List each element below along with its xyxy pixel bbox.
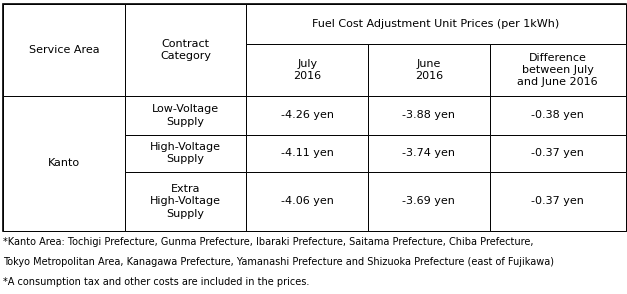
Text: Contract
Category: Contract Category — [160, 39, 211, 61]
Text: -0.38 yen: -0.38 yen — [531, 110, 584, 120]
Bar — [246, 44, 368, 96]
Bar — [246, 172, 368, 231]
Bar — [125, 135, 246, 172]
Text: -0.37 yen: -0.37 yen — [531, 148, 584, 158]
Bar — [125, 172, 246, 231]
Bar — [368, 135, 490, 172]
Bar — [490, 96, 626, 135]
Text: Low-Voltage
Supply: Low-Voltage Supply — [152, 104, 219, 126]
Bar — [490, 135, 626, 172]
Bar — [368, 44, 490, 96]
Text: -4.11 yen: -4.11 yen — [281, 148, 334, 158]
Text: Fuel Cost Adjustment Unit Prices (per 1kWh): Fuel Cost Adjustment Unit Prices (per 1k… — [312, 19, 560, 29]
Bar — [368, 96, 490, 135]
Text: High-Voltage
Supply: High-Voltage Supply — [150, 142, 221, 164]
Text: -0.37 yen: -0.37 yen — [531, 196, 584, 206]
Bar — [125, 4, 246, 96]
Bar — [3, 96, 125, 231]
Text: -3.69 yen: -3.69 yen — [403, 196, 455, 206]
Text: Kanto: Kanto — [48, 158, 80, 168]
Bar — [490, 44, 626, 96]
Bar — [368, 172, 490, 231]
Bar — [246, 4, 626, 44]
Bar — [3, 4, 125, 96]
Text: -4.26 yen: -4.26 yen — [281, 110, 334, 120]
Bar — [490, 172, 626, 231]
Text: -4.06 yen: -4.06 yen — [281, 196, 334, 206]
Bar — [125, 96, 246, 135]
Text: July
2016: July 2016 — [293, 59, 321, 81]
Text: Difference
between July
and June 2016: Difference between July and June 2016 — [517, 53, 598, 87]
Text: *Kanto Area: Tochigi Prefecture, Gunma Prefecture, Ibaraki Prefecture, Saitama P: *Kanto Area: Tochigi Prefecture, Gunma P… — [3, 237, 534, 247]
Text: -3.74 yen: -3.74 yen — [403, 148, 455, 158]
Text: *A consumption tax and other costs are included in the prices.: *A consumption tax and other costs are i… — [3, 277, 310, 287]
Text: Extra
High-Voltage
Supply: Extra High-Voltage Supply — [150, 184, 221, 219]
Text: -3.88 yen: -3.88 yen — [403, 110, 455, 120]
Text: June
2016: June 2016 — [415, 59, 443, 81]
Text: Service Area: Service Area — [29, 45, 99, 55]
Bar — [3, 4, 626, 231]
Bar — [246, 135, 368, 172]
Bar — [246, 96, 368, 135]
Text: Tokyo Metropolitan Area, Kanagawa Prefecture, Yamanashi Prefecture and Shizuoka : Tokyo Metropolitan Area, Kanagawa Prefec… — [3, 257, 554, 267]
